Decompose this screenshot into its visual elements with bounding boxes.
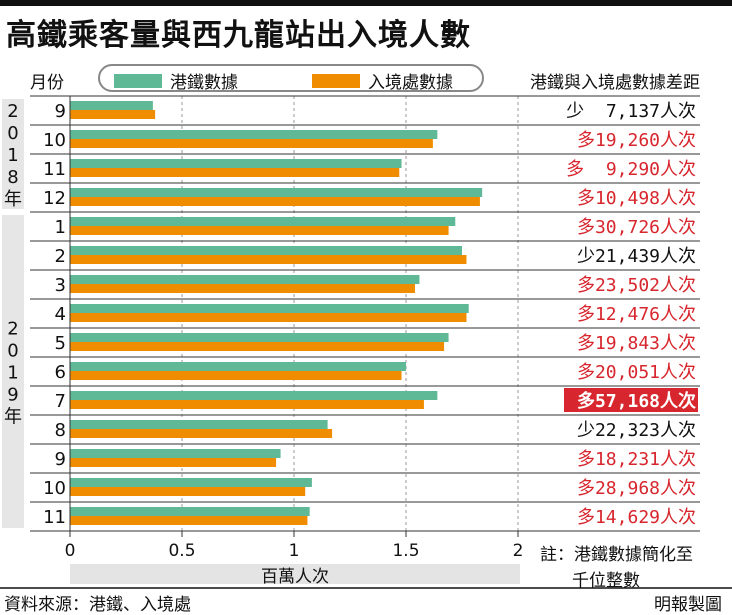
difference-label: 多19,260人次 [577,130,696,151]
bar-mtr [70,159,402,168]
legend: 港鐵數據 入境處數據 [98,64,484,93]
bar-mtr [70,449,281,458]
year-label-char: 8 [7,167,18,188]
legend-swatch-mtr [114,74,162,88]
bar-immigration [70,226,449,235]
month-label: 8 [55,420,66,441]
year-label-char: 0 [7,123,18,144]
note-line-2: 千位整數 [572,571,640,591]
month-label: 4 [55,304,66,325]
x-tick-label: 0 [65,541,76,561]
month-label: 5 [55,333,66,354]
bar-immigration [70,400,424,409]
x-tick-label: 2 [513,541,524,561]
difference-label: 多20,051人次 [577,362,696,383]
month-label: 6 [55,362,66,383]
bar-immigration [70,255,467,264]
bar-mtr [70,478,312,487]
source-note: 資料來源：港鐵、入境處 [4,595,191,615]
bar-immigration [70,342,445,351]
bar-immigration [70,139,433,148]
difference-header: 港鐵與入境處數據差距 [530,73,700,93]
bar-mtr [70,304,469,313]
month-label: 3 [55,275,66,296]
month-label: 12 [43,188,66,209]
year-label-char: 1 [7,145,18,166]
bar-mtr [70,507,310,516]
bar-immigration [70,197,480,206]
bar-immigration [70,168,400,177]
difference-label: 多28,968人次 [577,478,696,499]
month-label: 9 [55,449,66,470]
year-band [2,99,24,209]
year-label-char: 1 [7,363,18,384]
bar-immigration [70,429,333,438]
bar-immigration [70,284,415,293]
year-label-char: 年 [4,189,22,210]
month-label: 9 [55,101,66,122]
legend-label-imm: 入境處數據 [368,73,453,93]
month-label: 10 [43,130,66,151]
x-tick-label: 0.5 [168,541,195,561]
difference-label: 少 7,137人次 [566,101,696,122]
legend-swatch-imm [312,74,360,88]
bar-mtr [70,420,328,429]
year-label-char: 2 [7,101,18,122]
difference-label: 多12,476人次 [577,304,696,325]
month-header: 月份 [30,73,64,93]
x-unit-band [70,564,520,584]
credit-note: 明報製圖 [654,595,722,615]
month-label: 11 [43,159,66,180]
bar-immigration [70,487,306,496]
bar-mtr [70,246,462,255]
difference-label: 多57,168人次 [577,390,696,412]
legend-label-mtr: 港鐵數據 [170,73,238,93]
x-tick-label: 1 [289,541,300,561]
chart-title: 高鐵乘客量與西九龍站出入境人數 [6,18,471,53]
bar-mtr [70,188,483,197]
bar-immigration [70,371,402,380]
x-tick-label: 1.5 [392,541,419,561]
year-label-char: 9 [7,385,18,406]
year-label-char: 0 [7,341,18,362]
x-axis-unit: 百萬人次 [261,567,329,587]
difference-label: 多19,843人次 [577,333,696,354]
bar-mtr [70,217,456,226]
bar-mtr [70,275,420,284]
difference-label: 少21,439人次 [577,246,696,267]
difference-highlight [564,388,698,412]
month-label: 1 [55,217,66,238]
year-band [2,215,24,528]
note-line-1: 註：港鐵數據簡化至 [540,545,693,565]
difference-label: 多18,231人次 [577,449,696,470]
bar-mtr [70,333,449,342]
difference-label: 多30,726人次 [577,217,696,238]
month-label: 10 [43,478,66,499]
difference-label: 少22,323人次 [577,420,696,441]
bar-immigration [70,110,156,119]
bar-mtr [70,362,406,371]
difference-label: 多10,498人次 [577,188,696,209]
difference-label: 多23,502人次 [577,275,696,296]
bar-mtr [70,391,438,400]
top-rule [0,0,732,6]
year-label-char: 年 [4,407,22,428]
bar-immigration [70,313,467,322]
bar-immigration [70,516,308,525]
difference-label: 多 9,290人次 [566,159,696,180]
bar-mtr [70,101,153,110]
bar-mtr [70,130,438,139]
difference-label: 多14,629人次 [577,507,696,528]
month-label: 2 [55,246,66,267]
year-label-char: 2 [7,319,18,340]
bar-immigration [70,458,277,467]
month-label: 7 [55,391,66,412]
month-label: 11 [43,507,66,528]
